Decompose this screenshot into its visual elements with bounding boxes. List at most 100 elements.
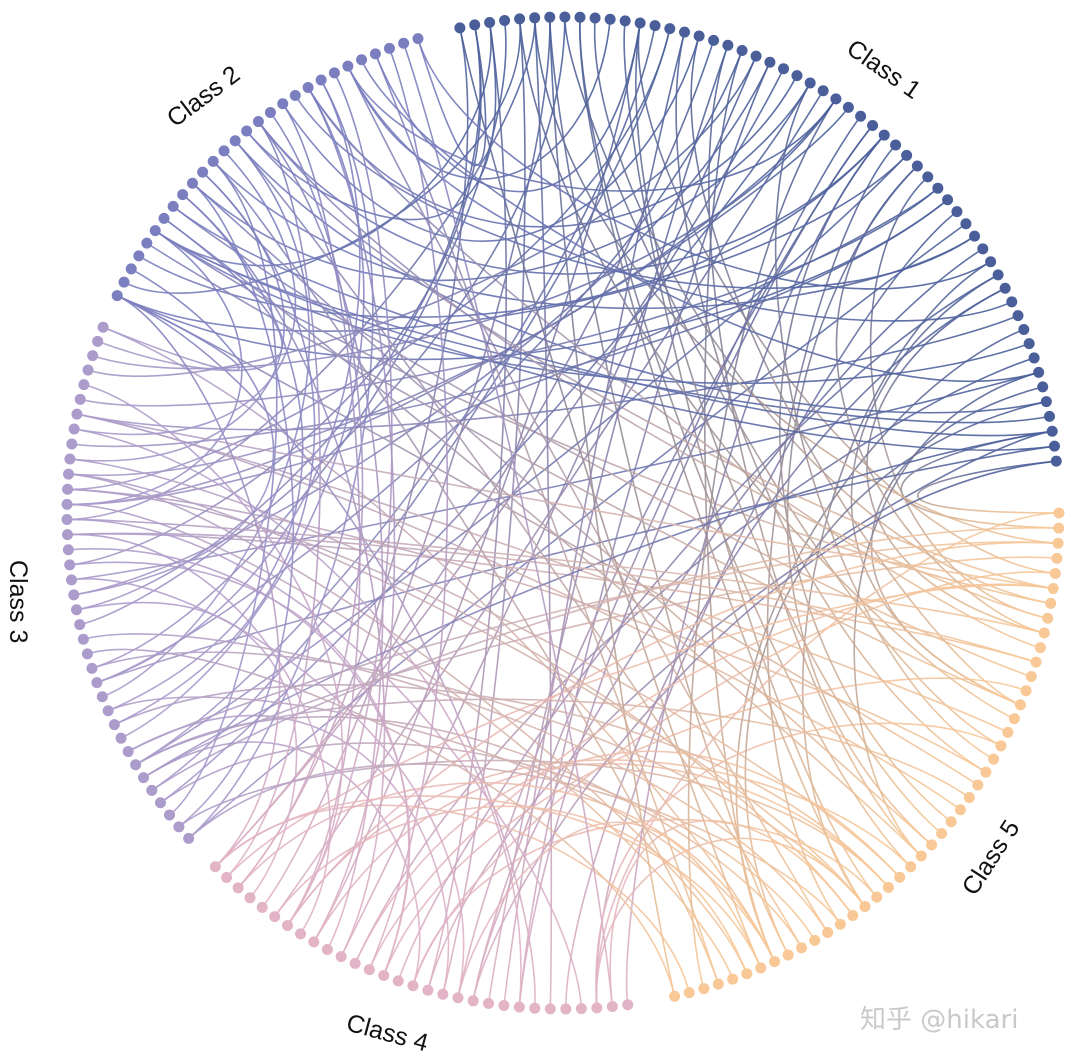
node-class-4 xyxy=(437,988,449,1000)
node-class-3 xyxy=(61,498,73,510)
edge xyxy=(73,61,771,596)
edge xyxy=(313,22,641,943)
node-class-5 xyxy=(1034,642,1046,654)
edge xyxy=(67,106,850,506)
edge xyxy=(116,294,979,786)
edge xyxy=(67,488,854,917)
node-class-2 xyxy=(315,74,327,86)
edge xyxy=(67,532,1037,663)
node-class-3 xyxy=(96,691,108,703)
node-class-3 xyxy=(64,559,76,571)
edge xyxy=(835,165,1045,634)
edge xyxy=(107,194,304,712)
node-class-4 xyxy=(269,911,281,923)
node-class-5 xyxy=(882,881,894,893)
node-class-1 xyxy=(544,11,556,23)
edge xyxy=(151,527,1059,792)
node-class-1 xyxy=(804,77,816,89)
node-class-5 xyxy=(871,891,883,903)
node-class-1 xyxy=(559,11,571,23)
node-class-1 xyxy=(867,119,879,131)
node-class-2 xyxy=(342,60,354,72)
node-class-1 xyxy=(1050,455,1062,467)
edge xyxy=(191,182,933,846)
node-class-2 xyxy=(252,116,264,128)
node-class-1 xyxy=(604,13,616,25)
edge xyxy=(779,134,952,823)
node-class-1 xyxy=(932,182,944,194)
edge xyxy=(87,648,676,997)
node-class-5 xyxy=(1038,627,1050,639)
node-class-1 xyxy=(1028,352,1040,364)
node-class-1 xyxy=(992,269,1004,281)
edge xyxy=(71,199,949,448)
node-class-4 xyxy=(498,999,510,1011)
edge xyxy=(402,43,614,1007)
node-class-5 xyxy=(769,956,781,968)
node-class-5 xyxy=(727,973,739,985)
node-class-2 xyxy=(302,82,314,94)
node-class-3 xyxy=(92,335,104,347)
node-class-1 xyxy=(484,16,496,28)
edge xyxy=(368,583,1054,970)
node-class-2 xyxy=(369,48,381,60)
node-class-2 xyxy=(398,37,410,49)
edge xyxy=(116,294,281,868)
label-class-2: Class 2 xyxy=(162,60,245,133)
node-class-5 xyxy=(683,987,695,999)
node-class-1 xyxy=(664,23,676,35)
node-class-3 xyxy=(122,746,134,758)
node-class-1 xyxy=(1043,410,1055,422)
edge xyxy=(565,287,1006,1009)
node-class-2 xyxy=(149,225,161,237)
node-class-1 xyxy=(679,26,691,38)
node-class-5 xyxy=(1053,507,1065,519)
edge xyxy=(143,430,1053,779)
edge xyxy=(354,750,901,964)
node-class-5 xyxy=(1047,582,1059,594)
edge xyxy=(286,72,393,926)
edge xyxy=(120,87,365,739)
node-class-2 xyxy=(229,135,241,147)
node-class-5 xyxy=(1025,671,1037,683)
node-class-3 xyxy=(78,379,90,391)
node-class-1 xyxy=(693,30,705,42)
node-class-5 xyxy=(847,910,859,922)
node-class-4 xyxy=(575,1003,587,1015)
node-class-1 xyxy=(942,194,954,206)
edge xyxy=(417,38,992,290)
node-class-1 xyxy=(951,206,963,218)
node-class-3 xyxy=(64,453,76,465)
node-class-1 xyxy=(969,230,981,242)
node-class-3 xyxy=(130,759,142,771)
node-class-4 xyxy=(232,882,244,894)
node-class-4 xyxy=(560,1003,572,1015)
node-class-3 xyxy=(62,483,74,495)
edge xyxy=(146,242,1021,706)
node-class-5 xyxy=(995,740,1007,752)
node-class-2 xyxy=(264,106,276,118)
node-class-4 xyxy=(452,992,464,1004)
edge xyxy=(687,98,837,989)
node-class-3 xyxy=(66,574,78,586)
node-class-3 xyxy=(71,408,83,420)
edge xyxy=(74,150,297,436)
edge xyxy=(234,140,1047,414)
node-class-4 xyxy=(363,964,375,976)
edge xyxy=(595,722,1002,1008)
edge xyxy=(533,17,1059,545)
node-class-1 xyxy=(574,11,586,23)
edge xyxy=(869,176,1048,620)
node-class-4 xyxy=(349,957,361,969)
node-class-1 xyxy=(1046,425,1058,437)
node-class-3 xyxy=(183,832,195,844)
node-class-1 xyxy=(778,63,790,75)
node-class-1 xyxy=(817,85,829,97)
edge xyxy=(69,458,901,878)
label-class-5: Class 5 xyxy=(957,815,1026,900)
node-class-3 xyxy=(87,350,99,362)
node-class-1 xyxy=(619,15,631,27)
node-class-4 xyxy=(407,980,419,992)
edge xyxy=(282,35,700,242)
